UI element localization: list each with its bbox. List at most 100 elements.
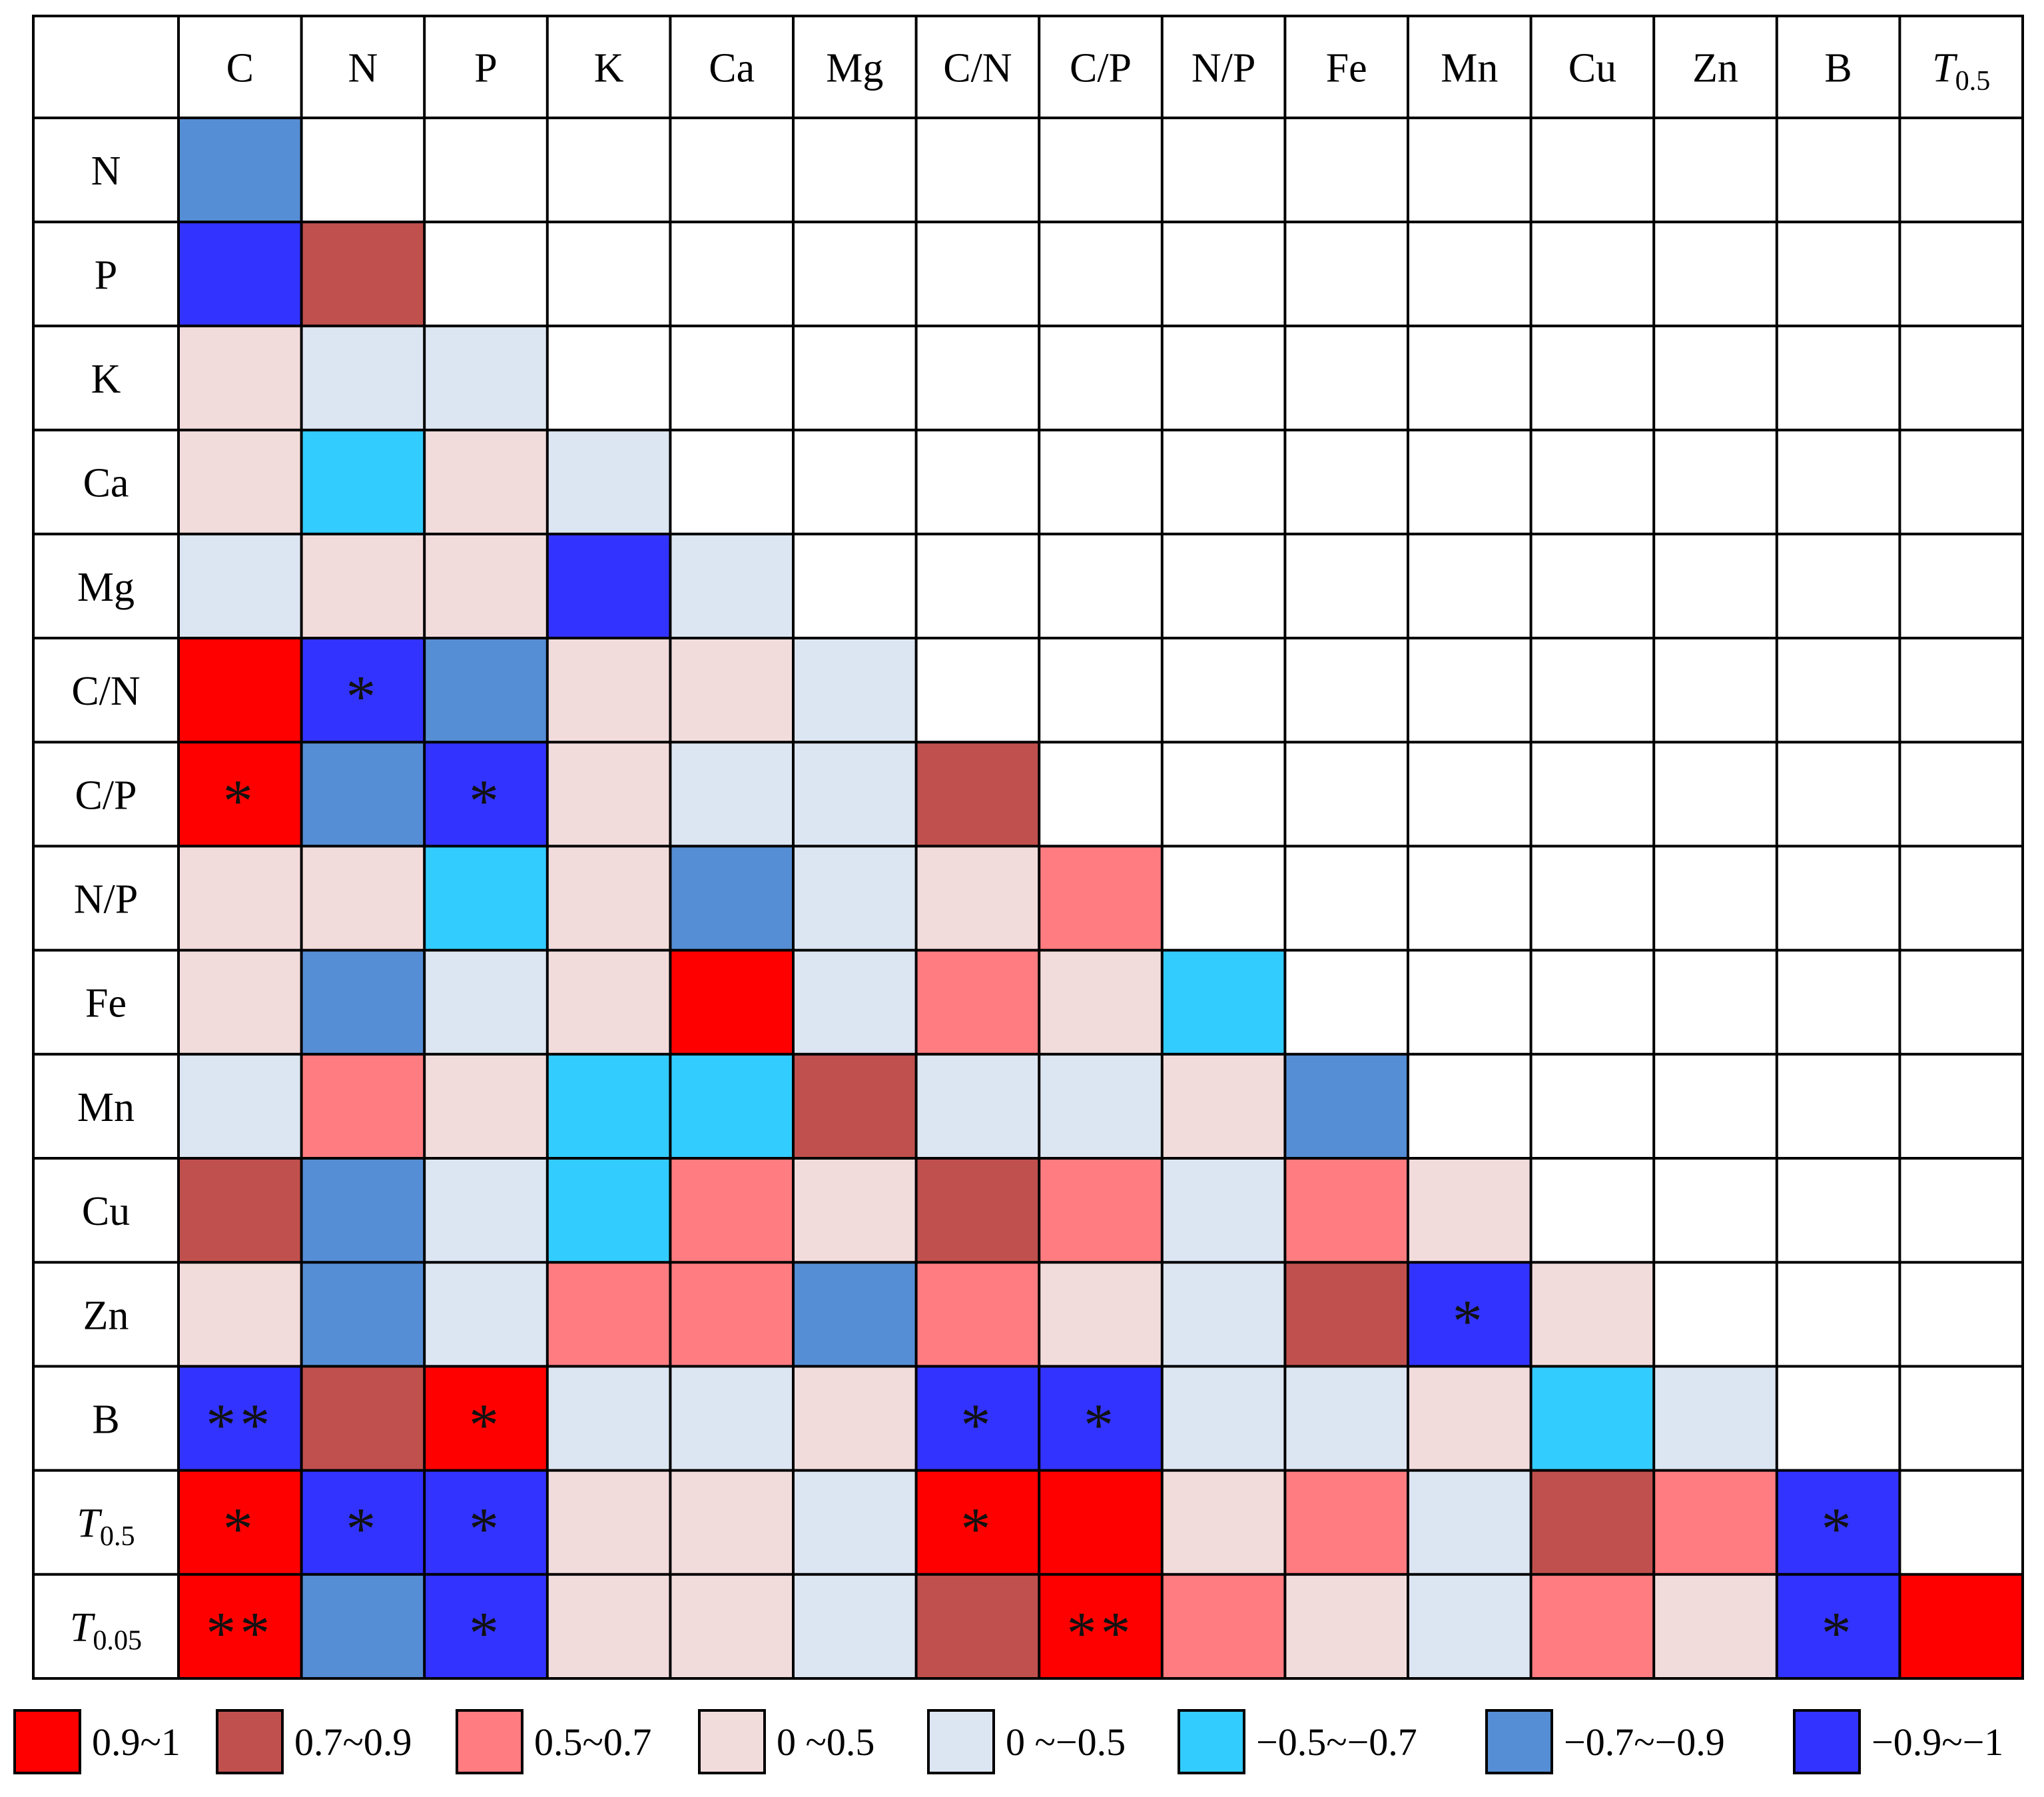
heatmap-cell xyxy=(916,1470,1040,1575)
heatmap-cell xyxy=(547,742,671,847)
column-label: B xyxy=(1824,46,1852,91)
heatmap-cell xyxy=(793,1366,916,1471)
heatmap-cell xyxy=(301,1262,425,1367)
legend-swatch xyxy=(1485,1709,1553,1774)
heatmap-cell xyxy=(793,846,916,950)
heatmap-cell xyxy=(670,1470,793,1575)
heatmap-cell xyxy=(1654,1470,1777,1575)
heatmap-cell xyxy=(301,1574,425,1678)
heatmap-cell xyxy=(1899,1574,2023,1678)
heatmap-cell xyxy=(1285,1158,1408,1263)
heatmap-cell xyxy=(1039,1574,1162,1678)
column-label: C/P xyxy=(1070,46,1132,91)
heatmap-cell xyxy=(178,742,302,847)
legend: 0.9~1 0.7~0.9 0.5~0.7 0 ~0.5 0 ~−0.5 −0.5~−0.… xyxy=(13,1709,2003,1774)
heatmap-cell xyxy=(178,1262,302,1367)
heatmap-cell xyxy=(916,1158,1040,1263)
heatmap-cell xyxy=(547,1054,671,1158)
heatmap-cell xyxy=(547,638,671,743)
significance-mark: * xyxy=(1084,1393,1118,1459)
legend-swatch xyxy=(927,1709,995,1774)
heatmap-cell xyxy=(301,430,425,534)
heatmap-cell xyxy=(424,1470,547,1575)
heatmap-cell xyxy=(793,1574,916,1678)
heatmap-cell xyxy=(301,534,425,638)
heatmap-cell xyxy=(178,534,302,638)
heatmap-cell xyxy=(547,846,671,950)
column-label: Zn xyxy=(1692,46,1738,91)
heatmap-cell xyxy=(301,638,425,743)
heatmap-cell xyxy=(424,846,547,950)
heatmap-cell xyxy=(1162,1574,1285,1678)
legend-label: −0.7~−0.9 xyxy=(1564,1720,1725,1764)
significance-mark: ** xyxy=(206,1601,274,1666)
heatmap-cell xyxy=(1654,1366,1777,1471)
row-label: T0.05 xyxy=(70,1605,142,1656)
legend-swatch xyxy=(1178,1709,1245,1774)
heatmap-cell xyxy=(1162,1262,1285,1367)
heatmap-cell xyxy=(178,1054,302,1158)
heatmap-cell xyxy=(1531,1366,1654,1471)
legend-label: −0.9~−1 xyxy=(1872,1720,2003,1764)
heatmap-cell xyxy=(916,1262,1040,1367)
row-label: N/P xyxy=(74,877,138,922)
heatmap-cell xyxy=(793,742,916,847)
heatmap-cell xyxy=(793,1054,916,1158)
heatmap-cell xyxy=(1162,1366,1285,1471)
row-label: B xyxy=(92,1397,119,1443)
heatmap-cell xyxy=(424,1366,547,1471)
heatmap-cell xyxy=(793,638,916,743)
legend-swatch xyxy=(456,1709,523,1774)
heatmap-cell xyxy=(670,1262,793,1367)
legend-label: −0.5~−0.7 xyxy=(1256,1720,1417,1764)
heatmap-cell xyxy=(178,326,302,430)
column-label: Ca xyxy=(709,46,755,91)
heatmap-cell xyxy=(670,846,793,950)
heatmap-cell xyxy=(1162,1054,1285,1158)
heatmap-cell xyxy=(424,1262,547,1367)
heatmap-cell xyxy=(1531,1262,1654,1367)
heatmap-cell xyxy=(1162,1470,1285,1575)
heatmap-cell xyxy=(1039,1470,1162,1575)
legend-swatch xyxy=(216,1709,284,1774)
column-label: N/P xyxy=(1192,46,1255,91)
heatmap-cell xyxy=(1285,1366,1408,1471)
heatmap-cell xyxy=(916,846,1040,950)
heatmap-cell xyxy=(916,1366,1040,1471)
significance-mark: * xyxy=(1822,1497,1856,1563)
heatmap-cell xyxy=(1654,1574,1777,1678)
significance-mark: * xyxy=(469,1393,503,1459)
heatmap-cell xyxy=(178,1366,302,1471)
row-label: Mn xyxy=(77,1085,135,1130)
significance-mark: * xyxy=(346,664,380,730)
heatmap-cell xyxy=(301,222,425,326)
heatmap-cell xyxy=(547,1366,671,1471)
heatmap-cell xyxy=(547,430,671,534)
legend-swatch xyxy=(698,1709,766,1774)
column-label: Cu xyxy=(1568,46,1616,91)
heatmap-cell xyxy=(1039,1054,1162,1158)
heatmap-cell xyxy=(424,1054,547,1158)
heatmap-cell xyxy=(1408,1158,1531,1263)
heatmap-cell xyxy=(301,326,425,430)
heatmap-cell xyxy=(547,534,671,638)
heatmap-cell xyxy=(670,638,793,743)
heatmap-cell xyxy=(916,1574,1040,1678)
significance-mark: * xyxy=(960,1393,994,1459)
heatmap-cell xyxy=(424,1574,547,1678)
significance-mark: * xyxy=(469,1601,503,1666)
row-labels: N P K Ca Mg C/N C/P N/P Fe Mn Cu Zn B T0.5 T0.05 xyxy=(70,149,142,1656)
heatmap-cell xyxy=(301,1470,425,1575)
heatmap-cell xyxy=(1776,1574,1900,1678)
heatmap-cell xyxy=(1408,1470,1531,1575)
legend-label: 0 ~0.5 xyxy=(777,1720,874,1764)
heatmap-cell xyxy=(547,1158,671,1263)
legend-label: 0.9~1 xyxy=(92,1720,180,1764)
heatmap-cell xyxy=(301,950,425,1054)
heatmap-cell xyxy=(793,1470,916,1575)
column-label: Fe xyxy=(1326,46,1367,91)
heatmap-cell xyxy=(424,638,547,743)
heatmap-cell xyxy=(178,638,302,743)
heatmap-cell xyxy=(670,1574,793,1678)
